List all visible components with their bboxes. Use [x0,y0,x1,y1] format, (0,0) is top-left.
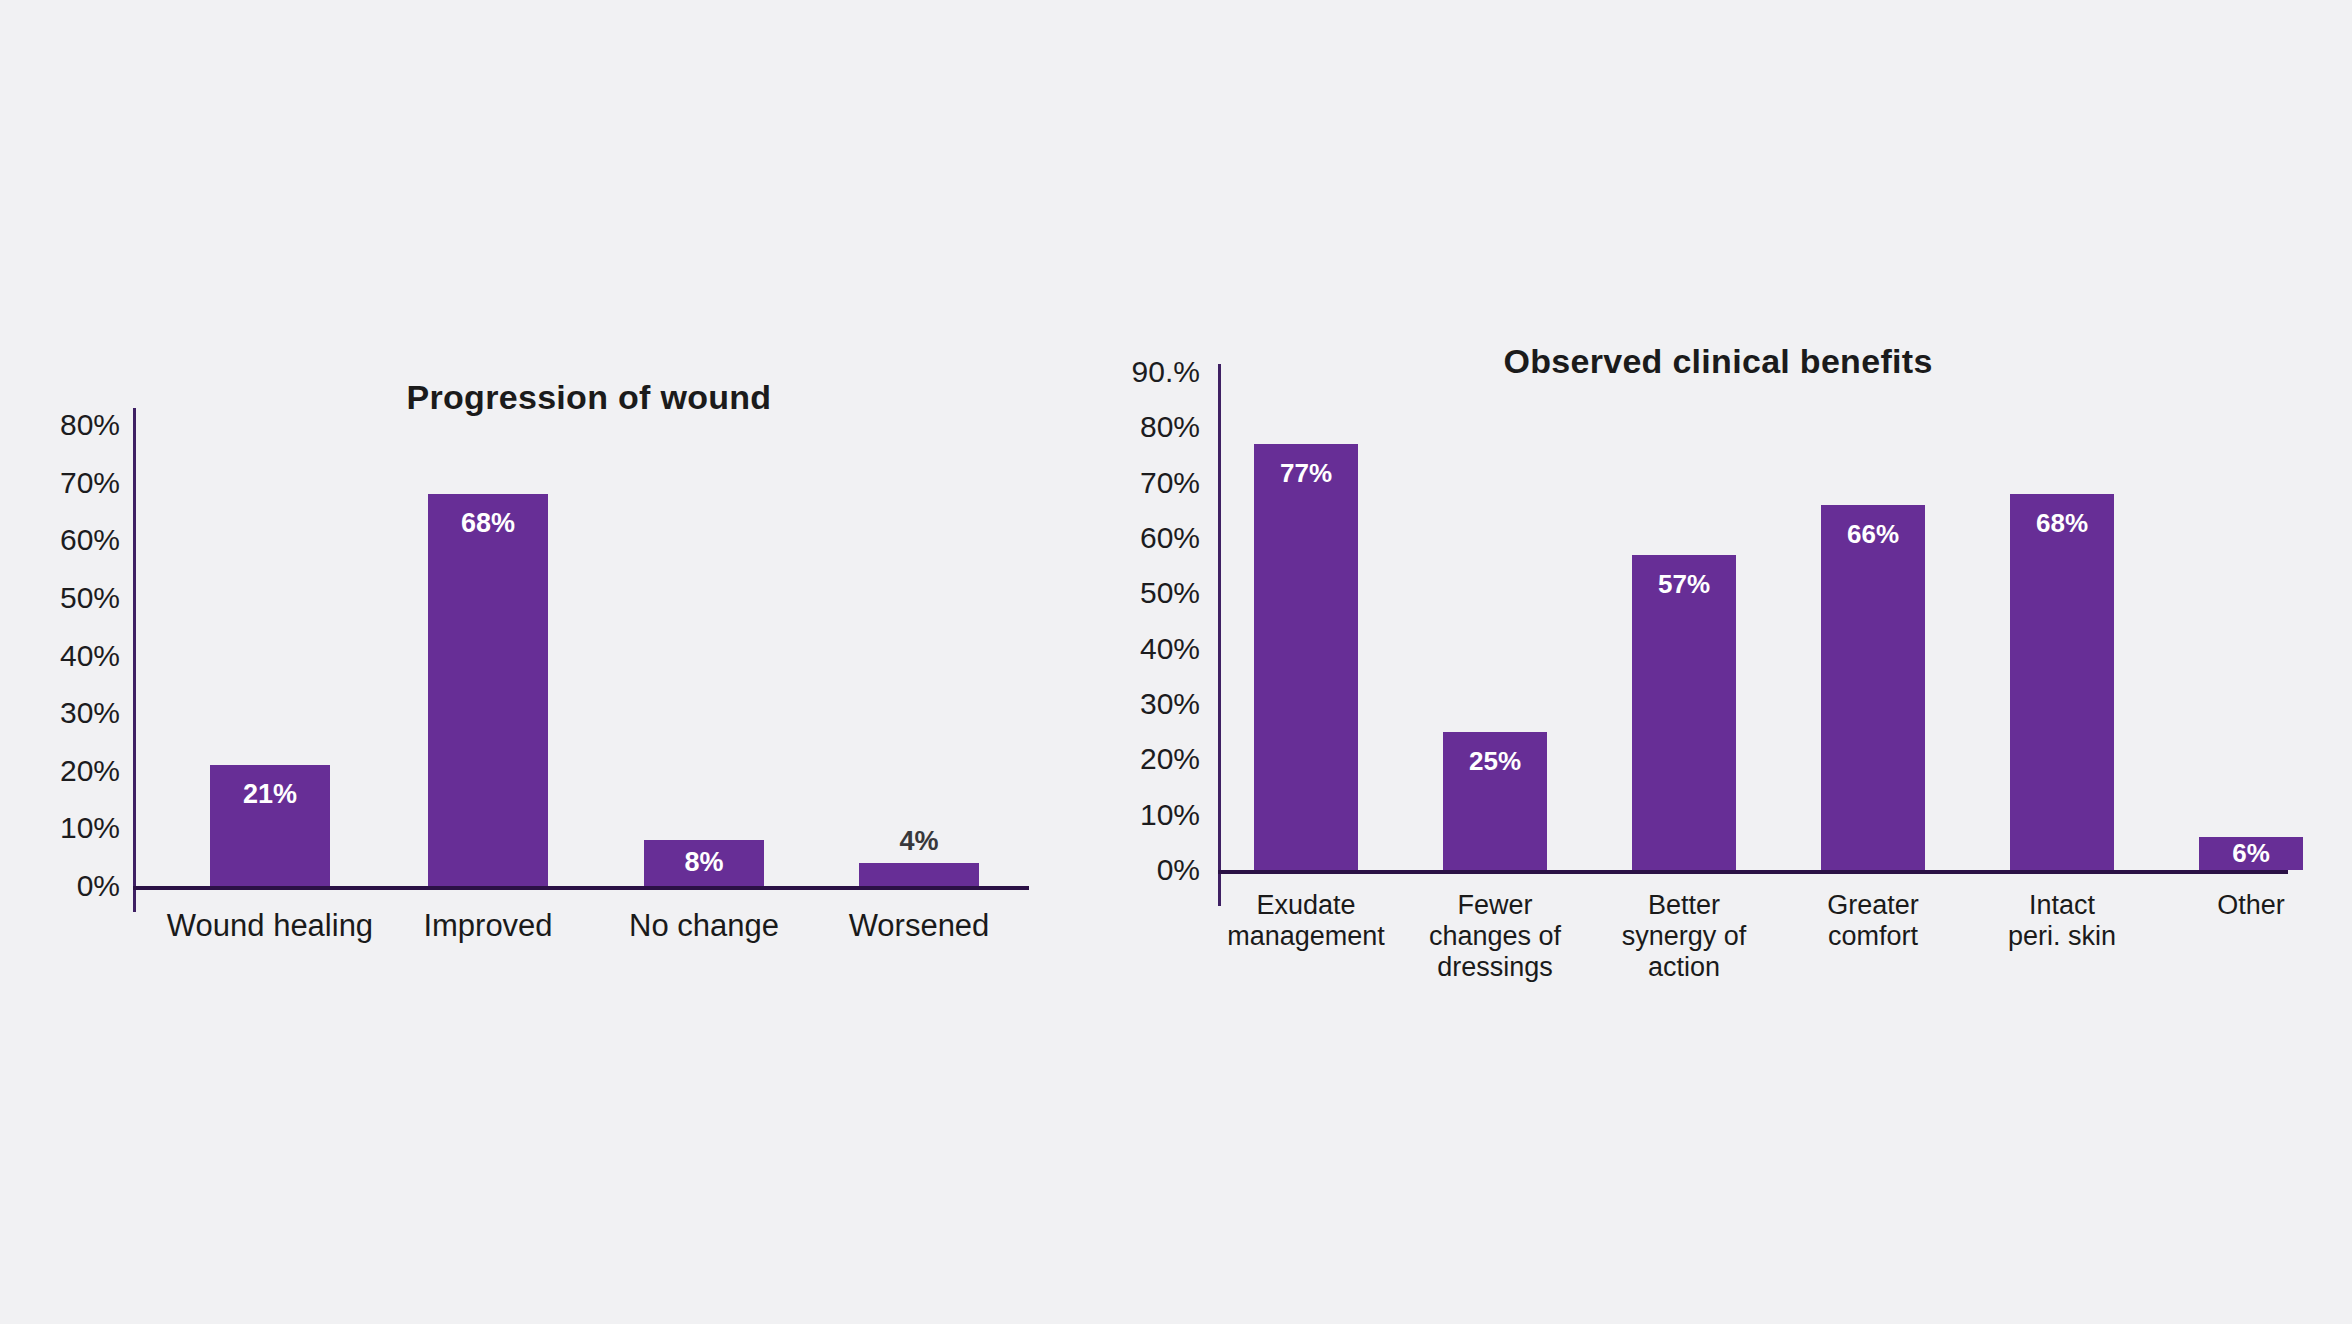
y-tick-label: 20% [1030,742,1200,776]
y-tick-label: 80% [1030,410,1200,444]
bar [2010,494,2114,870]
bar-value-label: 25% [1443,746,1547,777]
chart-title: Observed clinical benefits [1503,342,1932,381]
bar-value-label: 57% [1632,569,1736,600]
category-label: Other [2136,890,2352,921]
bar [1254,444,1358,870]
bar-value-label: 66% [1821,519,1925,550]
category-label-line: peri. skin [1947,921,2177,952]
y-tick-label: 10% [1030,798,1200,832]
y-tick-label: 90.% [1030,355,1200,389]
y-tick-label: 70% [1030,466,1200,500]
y-tick-label: 0% [1030,853,1200,887]
bar-value-label: 77% [1254,458,1358,489]
category-label-line: action [1569,952,1799,983]
category-label-line: Other [2136,890,2352,921]
bar [1821,505,1925,870]
y-tick-label: 30% [1030,687,1200,721]
y-tick-label: 40% [1030,632,1200,666]
y-axis-line [1218,364,1221,906]
bar-value-label: 68% [2010,508,2114,539]
bar-value-label: 6% [2199,838,2303,869]
clinical-benefits-chart: Observed clinical benefits 90.% 80% 70% 60%… [0,0,2352,1324]
y-tick-label: 60% [1030,521,1200,555]
x-axis-line [1218,870,2288,874]
y-tick-label: 50% [1030,576,1200,610]
infographic-canvas: Progression of wound 80%70%60%50%40%30%2… [0,0,2352,1324]
bar [1632,555,1736,870]
